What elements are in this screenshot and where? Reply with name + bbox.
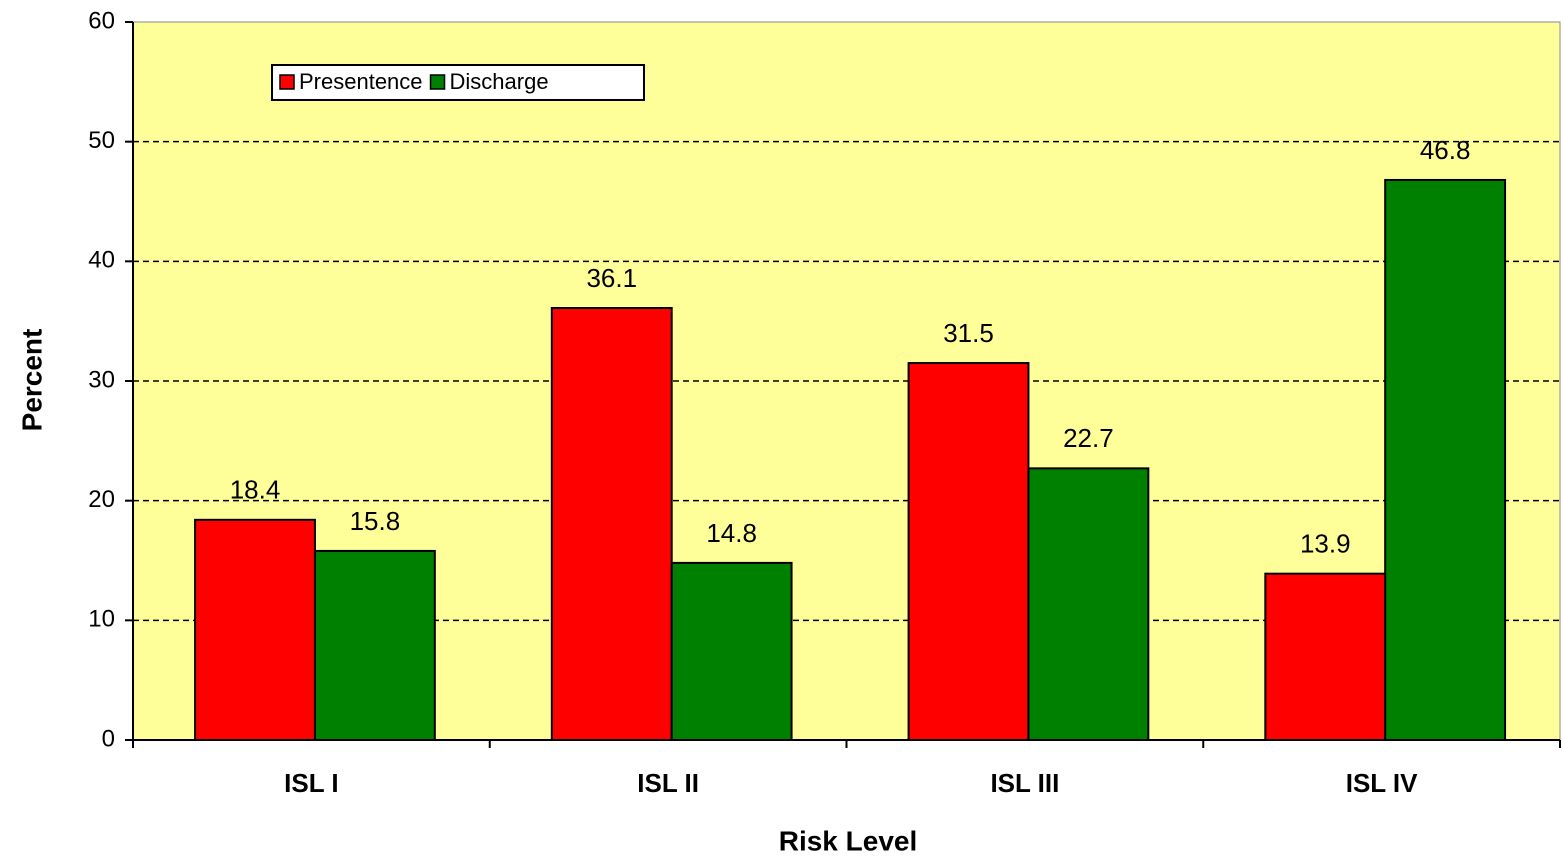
bar <box>907 362 1030 741</box>
legend-swatch <box>429 74 446 90</box>
x-tick-label: ISL III <box>990 768 1059 798</box>
value-label: 46.8 <box>1420 135 1471 165</box>
legend-label: Presentence <box>299 69 423 94</box>
bar <box>313 549 436 742</box>
bar <box>1264 572 1387 741</box>
value-label: 15.8 <box>350 506 401 536</box>
bar <box>1027 467 1150 741</box>
legend-box <box>271 64 645 101</box>
legend-swatch <box>279 74 295 90</box>
y-tick-label: 30 <box>88 366 115 393</box>
y-axis-title: Percent <box>16 329 47 432</box>
bar <box>550 307 673 741</box>
y-tick-label: 0 <box>102 725 115 752</box>
bar <box>670 561 793 741</box>
value-label: 31.5 <box>943 318 994 348</box>
x-tick-label: ISL II <box>637 768 699 798</box>
value-label: 14.8 <box>706 518 757 548</box>
bar <box>1384 178 1507 741</box>
value-label: 18.4 <box>230 475 281 505</box>
y-tick-label: 40 <box>88 247 115 274</box>
x-tick-label: ISL IV <box>1346 768 1418 798</box>
legend-label: Discharge <box>450 69 549 94</box>
y-tick-label: 10 <box>88 606 115 633</box>
y-tick-label: 50 <box>88 127 115 154</box>
value-label: 13.9 <box>1300 529 1351 559</box>
value-label: 36.1 <box>586 263 637 293</box>
bar <box>194 518 316 742</box>
y-tick-label: 20 <box>88 486 115 513</box>
x-tick-label: ISL I <box>284 768 338 798</box>
x-axis-title: Risk Level <box>779 825 918 856</box>
y-tick-label: 60 <box>88 7 115 34</box>
value-label: 22.7 <box>1063 423 1114 453</box>
